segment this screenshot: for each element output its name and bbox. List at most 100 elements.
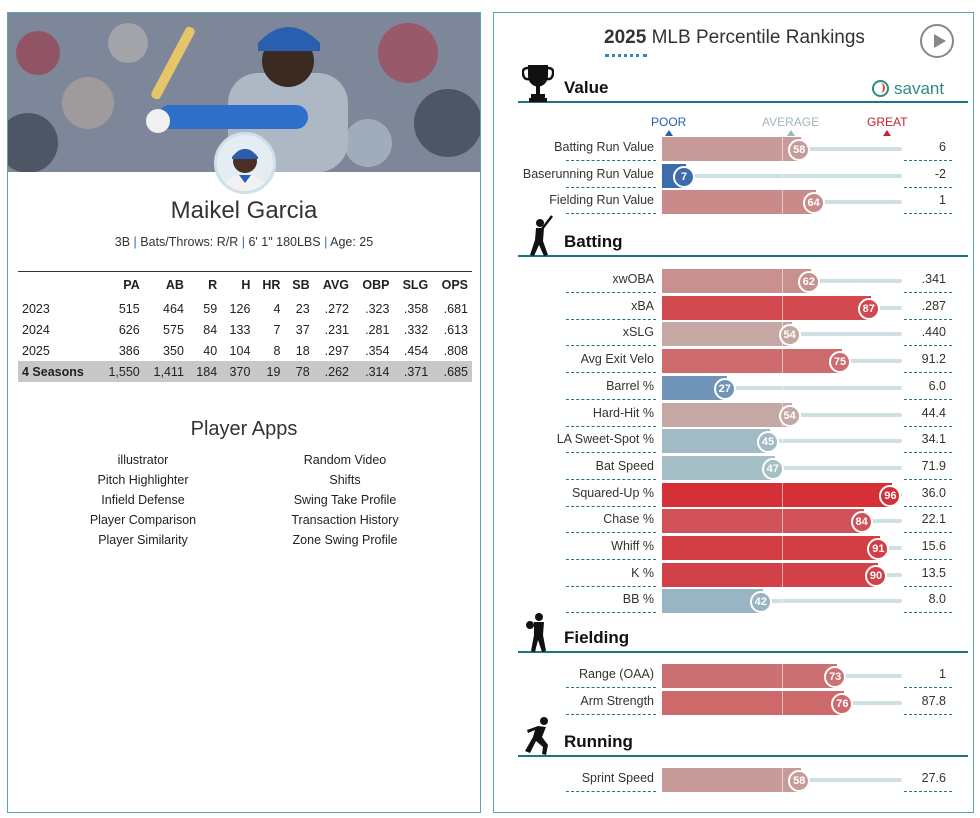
app-link-player-comparison[interactable]: Player Comparison [89, 513, 197, 527]
percentile-bar [662, 455, 775, 480]
table-row: 2025 386 350 40 104 8 18 .297 .354 .454 … [18, 340, 472, 361]
table-cell: 370 [221, 361, 255, 382]
table-cell: .358 [403, 301, 429, 316]
row-divider [904, 559, 952, 560]
app-link-pitch-highlighter[interactable]: Pitch Highlighter [97, 473, 189, 487]
row-divider [566, 318, 656, 320]
metric-row[interactable]: Bat Speed 47 71.9 [518, 455, 968, 481]
stats-header-cell[interactable]: H [221, 271, 255, 298]
player-name: Maikel Garcia [170, 197, 318, 224]
metric-row[interactable]: Range (OAA) 73 1 [518, 663, 968, 689]
average-tick [782, 163, 783, 188]
average-tick [782, 562, 783, 587]
metric-value: 36.0 [921, 485, 946, 500]
savant-logo[interactable]: savant [872, 79, 944, 101]
metric-row[interactable]: Fielding Run Value 64 1 [518, 189, 968, 215]
table-cell: 4 Seasons [18, 361, 99, 382]
metric-row[interactable]: Batting Run Value 58 6 [518, 136, 968, 162]
row-divider [566, 213, 656, 215]
stats-header-cell[interactable]: AVG [313, 271, 354, 298]
section-header-fielding: Fielding [518, 613, 968, 653]
metric-row[interactable]: Squared-Up % 96 36.0 [518, 482, 968, 508]
stats-header-cell[interactable]: SB [284, 271, 314, 298]
rankings-title-text: MLB Percentile Rankings [646, 27, 865, 48]
stats-header-cell[interactable]: HR [254, 271, 285, 298]
percentile-bubble: 84 [850, 511, 873, 534]
stats-header-cell[interactable]: R [187, 271, 222, 298]
percentile-bubble: 42 [749, 591, 772, 614]
metric-row[interactable]: Chase % 84 22.1 [518, 508, 968, 534]
app-link-random-video[interactable]: Random Video [303, 453, 387, 467]
metric-row[interactable]: xSLG 54 .440 [518, 321, 968, 347]
stats-header-row: PA AB R H HR SB AVG OBP SLG OPS [18, 271, 472, 298]
baseball-icon [872, 80, 889, 97]
row-divider [566, 687, 656, 688]
metric-row[interactable]: Barrel % 27 6.0 [518, 375, 968, 401]
metric-value: 91.2 [921, 352, 946, 367]
row-divider [566, 372, 656, 374]
metric-value: .287 [921, 298, 946, 313]
table-cell: .262 [313, 361, 354, 382]
table-cell: 4 [273, 301, 281, 316]
stats-header-cell[interactable]: PA [98, 271, 144, 298]
table-cell: 1,550 [98, 361, 144, 382]
metric-value: 6.0 [928, 378, 946, 393]
stats-header-cell[interactable]: SLG [393, 271, 433, 298]
play-animation-button[interactable] [920, 24, 954, 58]
metric-label: Avg Exit Velo [580, 352, 654, 367]
metric-row[interactable]: xBA 87 .287 [518, 295, 968, 321]
row-divider [904, 478, 952, 480]
row-divider [904, 532, 952, 534]
average-tick [782, 137, 783, 161]
metric-row[interactable]: Avg Exit Velo 75 91.2 [518, 348, 968, 374]
percentile-bar [662, 402, 792, 427]
percentile-bubble: 27 [713, 377, 736, 400]
metric-row[interactable]: LA Sweet-Spot % 45 34.1 [518, 428, 968, 454]
metric-row[interactable]: K % 90 13.5 [518, 562, 968, 588]
percentile-bubble: 90 [865, 564, 887, 587]
metric-row[interactable]: Baserunning Run Value 7 -2 [518, 163, 968, 189]
app-link-player-similarity[interactable]: Player Similarity [98, 533, 188, 547]
stats-header-cell [18, 271, 99, 298]
percentile-bubble: 91 [867, 538, 890, 560]
row-divider [904, 505, 952, 507]
stats-header-cell[interactable]: OBP [353, 271, 394, 298]
section-header-value: Value [518, 65, 968, 103]
row-divider [566, 186, 656, 188]
table-cell: 1,411 [143, 361, 188, 382]
app-link-swing-take-profile[interactable]: Swing Take Profile [293, 493, 397, 507]
metric-row[interactable]: xwOBA 62 .341 [518, 268, 968, 294]
table-row: 2024 626 575 84 133 7 37 .231 .281 .332 … [18, 319, 472, 340]
metric-label: Range (OAA) [578, 667, 654, 681]
percentile-rankings-card: 2025 MLB Percentile Rankings savant POOR… [493, 12, 974, 813]
metric-label: xBA [631, 298, 654, 313]
percentile-bar [662, 322, 792, 347]
stats-header-cell[interactable]: AB [143, 271, 188, 298]
stats-header-cell[interactable]: OPS [432, 271, 472, 298]
metric-row[interactable]: Whiff % 91 15.6 [518, 535, 968, 561]
metric-row[interactable]: BB % 42 8.0 [518, 588, 968, 614]
scale-great: GREAT [867, 115, 907, 136]
batter-icon [522, 215, 554, 257]
section-title: Running [564, 732, 633, 751]
percentile-bar [662, 509, 864, 534]
metric-row[interactable]: Arm Strength 76 87.8 [518, 690, 968, 716]
percentile-bubble: 73 [824, 666, 847, 688]
row-divider [904, 160, 952, 161]
metric-row[interactable]: Sprint Speed 58 27.6 [518, 767, 968, 793]
app-link-shifts[interactable]: Shifts [329, 473, 361, 487]
section-header-batting: Batting [518, 215, 968, 257]
metric-row[interactable]: Hard-Hit % 54 44.4 [518, 402, 968, 428]
table-cell: 59 [203, 301, 218, 316]
table-cell: 19 [254, 361, 285, 382]
app-link-illustrator[interactable]: illustrator [117, 453, 169, 467]
app-link-transaction-history[interactable]: Transaction History [291, 513, 399, 527]
scale-average: AVERAGE [762, 115, 819, 136]
app-link-infield-defense[interactable]: Infield Defense [101, 493, 185, 507]
row-divider [904, 687, 952, 688]
bio-position: 3B [114, 235, 131, 249]
metric-value: 1 [939, 667, 946, 681]
app-link-zone-swing-profile[interactable]: Zone Swing Profile [292, 533, 398, 547]
average-tick [782, 589, 783, 614]
fielder-icon [522, 611, 554, 653]
